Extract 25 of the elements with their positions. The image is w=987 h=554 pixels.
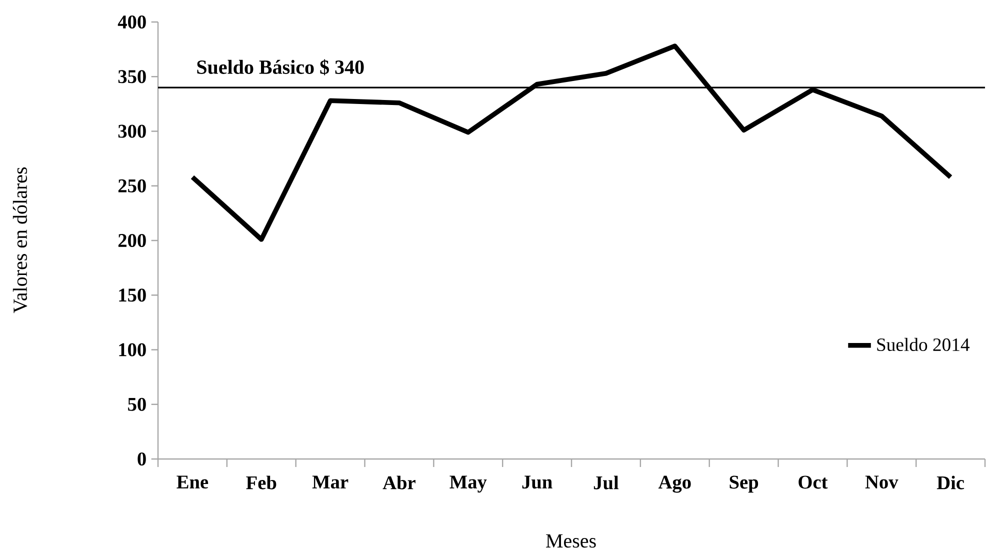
x-tick-label: Nov [865, 476, 898, 489]
x-tick-label: Dic [936, 476, 964, 490]
y-axis-title: Valores en dólares [12, 167, 28, 314]
x-tick-label: Jun [522, 476, 552, 489]
x-tick-label: Oct [798, 476, 828, 489]
x-tick-label: Ene [176, 476, 208, 489]
x-tick-label: Ago [658, 476, 691, 493]
y-tick-label: 400 [118, 15, 146, 29]
x-tick-label: May [450, 476, 487, 493]
y-tick-label: 200 [118, 234, 146, 248]
y-tick-label: 100 [119, 343, 146, 356]
y-tick-label: 50 [128, 398, 146, 411]
y-tick-label: 150 [119, 288, 146, 302]
y-tick-label: 250 [118, 179, 146, 192]
y-tick-label: 300 [118, 124, 146, 138]
y-tick-label: 0 [138, 452, 146, 466]
x-tick-label: Abr [382, 476, 416, 490]
legend-label: Sueldo 2014 [877, 338, 970, 352]
x-tick-label: Feb [246, 476, 276, 490]
x-tick-label: Jul [594, 476, 619, 490]
x-tick-label: Sep [730, 476, 758, 493]
y-tick-label: 350 [118, 70, 146, 84]
x-tick-label: Mar [312, 476, 348, 489]
x-axis-title: Meses [546, 534, 596, 548]
ref-line-label: Sueldo Básico $ 340 [197, 59, 364, 76]
